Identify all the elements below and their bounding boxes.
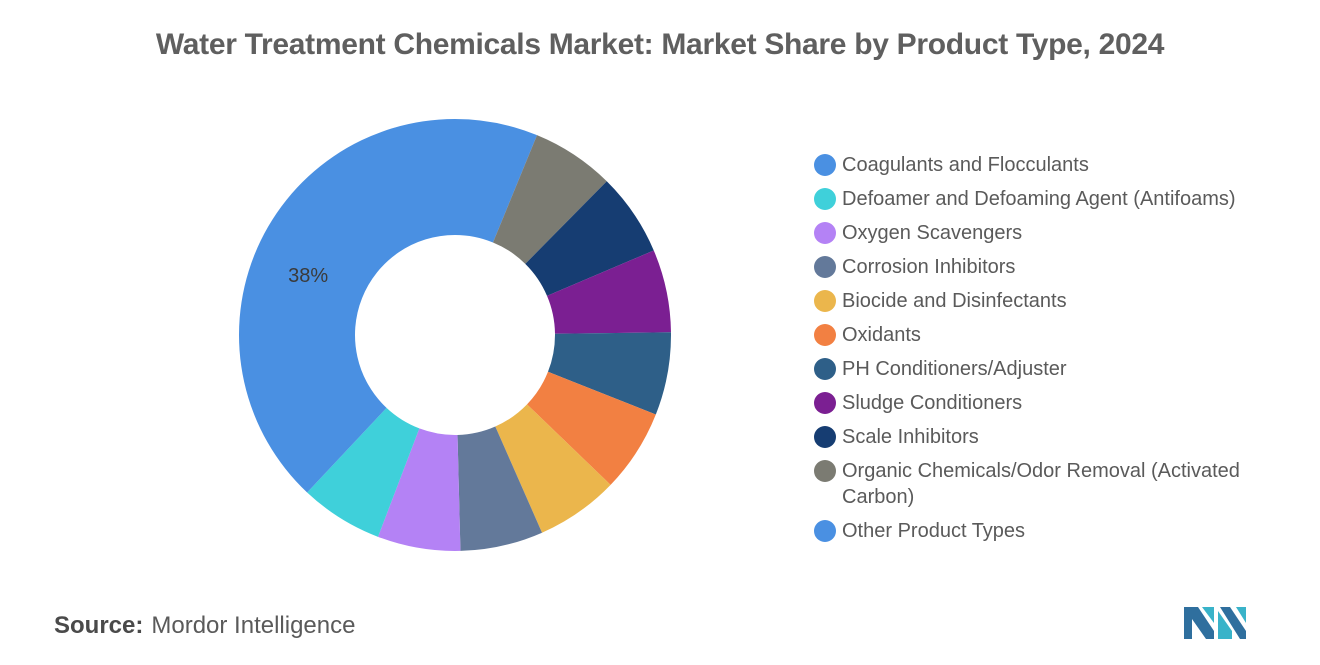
legend-item-defoamer-and-defoaming-agent-antifoams: Defoamer and Defoaming Agent (Antifoams) <box>814 186 1314 212</box>
slice-scale-inhibitors <box>525 181 654 296</box>
source-label: Source: <box>54 612 144 639</box>
slice-sludge-conditioners <box>547 250 671 334</box>
slice-oxidants <box>527 371 656 485</box>
chart-title: Water Treatment Chemicals Market: Market… <box>155 28 1165 61</box>
legend-label: Biocide and Disinfectants <box>842 290 1067 312</box>
legend-label: PH Conditioners/Adjuster <box>842 358 1067 380</box>
legend-item-coagulants-and-flocculants: Coagulants and Flocculants <box>814 152 1314 178</box>
slice-other-product-types <box>239 118 455 493</box>
slice-organic-chemicals-odor-removal-activated-carbon <box>492 135 607 264</box>
legend-label: Defoamer and Defoaming Agent (Antifoams) <box>842 188 1236 210</box>
legend-swatch <box>814 460 836 482</box>
legend-swatch <box>814 426 836 448</box>
legend-item-biocide-and-disinfectants: Biocide and Disinfectants <box>814 288 1314 314</box>
source-value: Mordor Intelligence <box>151 612 356 639</box>
legend-label: Oxygen Scavengers <box>842 222 1023 244</box>
legend-swatch <box>814 256 836 278</box>
legend-item-scale-inhibitors: Scale Inhibitors <box>814 424 1314 450</box>
legend-item-ph-conditioners-adjuster: PH Conditioners/Adjuster <box>814 356 1314 382</box>
slice-corrosion-inhibitors <box>457 426 543 551</box>
legend-label: Coagulants and Flocculants <box>842 154 1089 176</box>
source-line: Source: Mordor Intelligence <box>54 612 355 640</box>
data-label-other-product-types: 38% <box>288 265 328 287</box>
legend-item-sludge-conditioners: Sludge Conditioners <box>814 390 1314 416</box>
legend-item-organic-chemicals-odor-removal-activated-carbon: Organic Chemicals/Odor Removal (Activate… <box>814 458 1314 510</box>
slice-oxygen-scavengers <box>378 428 461 551</box>
legend-label: Corrosion Inhibitors <box>842 256 1016 278</box>
legend-label: Organic Chemicals/Odor Removal (Activate… <box>842 460 1240 508</box>
donut-chart: 38% <box>230 110 680 560</box>
slice-defoamer-and-defoaming-agent-antifoams <box>307 407 420 537</box>
slice-coagulants-and-flocculants <box>455 119 538 243</box>
legend-swatch <box>814 154 836 176</box>
legend-label: Scale Inhibitors <box>842 426 979 448</box>
slice-ph-conditioners-adjuster <box>547 332 671 415</box>
legend-label: Sludge Conditioners <box>842 392 1023 414</box>
legend: Coagulants and Flocculants Defoamer and D… <box>814 152 1314 552</box>
legend-item-corrosion-inhibitors: Corrosion Inhibitors <box>814 254 1314 280</box>
legend-swatch <box>814 520 836 542</box>
legend-item-oxidants: Oxidants <box>814 322 1314 348</box>
slice-biocide-and-disinfectants <box>495 404 611 533</box>
mordor-logo-icon <box>1184 603 1250 639</box>
legend-swatch <box>814 392 836 414</box>
legend-label: Other Product Types <box>842 520 1026 542</box>
legend-swatch <box>814 358 836 380</box>
legend-swatch <box>814 290 836 312</box>
legend-item-oxygen-scavengers: Oxygen Scavengers <box>814 220 1314 246</box>
legend-swatch <box>814 188 836 210</box>
legend-swatch <box>814 222 836 244</box>
donut-svg: 38% <box>239 118 671 551</box>
legend-swatch <box>814 324 836 346</box>
legend-item-other-product-types: Other Product Types <box>814 518 1314 544</box>
legend-label: Oxidants <box>842 324 921 346</box>
